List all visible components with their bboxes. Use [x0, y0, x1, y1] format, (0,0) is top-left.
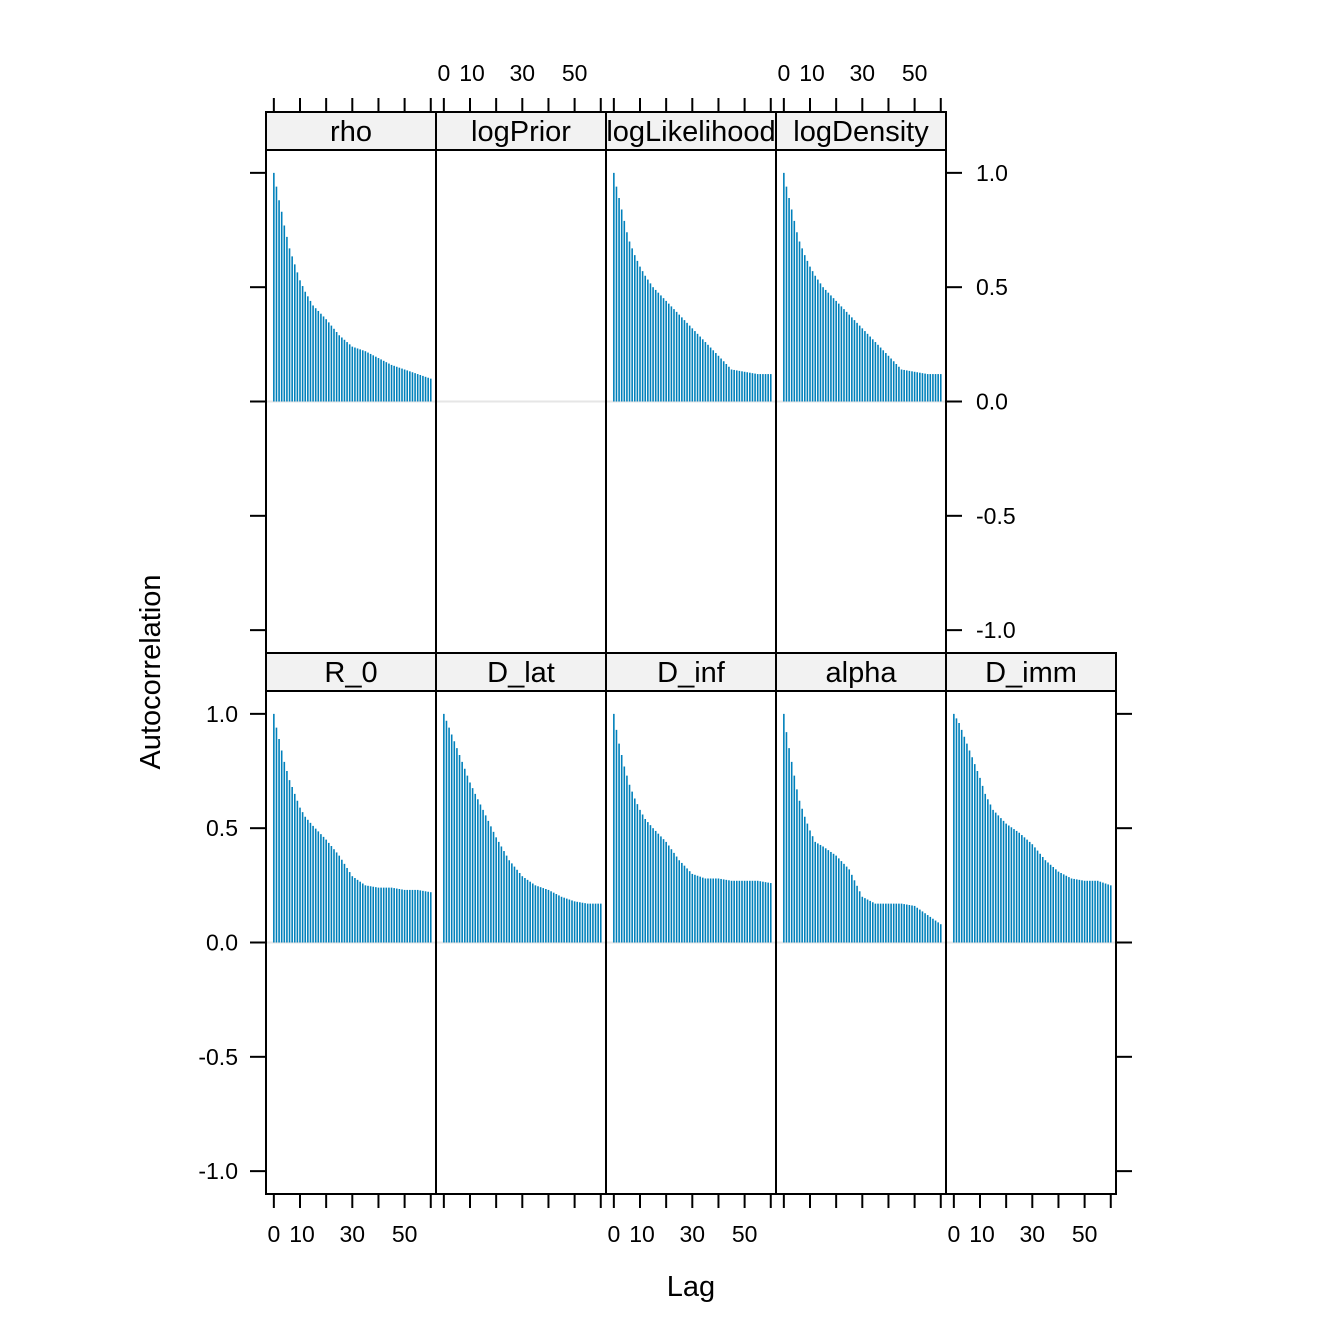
x-tick-label: 10	[629, 1221, 655, 1247]
axes-layer: 0 10 30 50 0 10 30 50 0 10 30 50 0 10 30 50 0 10 30 50 1.0 0.…	[198, 60, 1132, 1247]
x-tick-label: 0	[607, 1221, 620, 1247]
strip-label-D_inf: D_inf	[657, 657, 726, 689]
strip-label-logPrior: logPrior	[471, 116, 571, 148]
y-tick-label: 0.0	[976, 389, 1008, 415]
panel-rho: rho	[265, 111, 437, 654]
y-tick-label: -0.5	[198, 1044, 238, 1070]
x-axis-bottom-col-2: 0 10 30 50	[607, 1194, 772, 1247]
x-axis-bottom-col-0: 0 10 30 50	[267, 1194, 432, 1247]
bars-D_lat	[443, 713, 602, 943]
x-tick-label: 10	[799, 60, 825, 86]
bars-alpha	[783, 713, 942, 943]
y-axis-right-row-0	[1116, 712, 1132, 1173]
strip-D_imm	[946, 653, 1116, 691]
frame-logPrior	[435, 111, 607, 654]
x-tick-label: 50	[1072, 1221, 1098, 1247]
bars-R_0	[273, 713, 432, 943]
y-axis-title: Autocorrelation	[135, 574, 167, 769]
x-tick-label: 10	[969, 1221, 995, 1247]
x-tick-label: 30	[340, 1221, 366, 1247]
strip-logDensity	[776, 112, 946, 150]
y-tick-label: -0.5	[976, 503, 1016, 529]
x-tick-label: 10	[459, 60, 485, 86]
x-tick-label: 50	[392, 1221, 418, 1247]
strip-alpha	[776, 653, 946, 691]
panel-R_0: R_0	[265, 652, 437, 1195]
x-tick-label: 30	[850, 60, 876, 86]
x-tick-label: 0	[267, 1221, 280, 1247]
strip-label-D_imm: D_imm	[985, 657, 1077, 689]
panel-alpha: alpha	[775, 652, 947, 1195]
strip-rho	[266, 112, 436, 150]
x-axis-bottom-col-3	[782, 1194, 942, 1208]
y-tick-label: 1.0	[976, 160, 1008, 186]
panel-logLikelihood: logLikelihood	[605, 111, 777, 654]
strip-label-logLikelihood: logLikelihood	[606, 116, 775, 148]
y-axis-left-row-1	[250, 171, 266, 632]
x-tick-label: 0	[947, 1221, 960, 1247]
bars-D_imm	[953, 713, 1112, 943]
strip-label-rho: rho	[330, 116, 372, 148]
strip-label-D_lat: D_lat	[487, 657, 555, 689]
panel-D_inf: D_inf	[605, 652, 777, 1195]
y-tick-label: 0.0	[206, 930, 238, 956]
x-tick-label: 50	[732, 1221, 758, 1247]
x-axis-bottom-col-1	[442, 1194, 602, 1208]
panel-D_lat: D_lat	[435, 652, 607, 1195]
x-tick-label: 0	[777, 60, 790, 86]
panel-logDensity: logDensity	[775, 111, 947, 654]
x-tick-label: 30	[680, 1221, 706, 1247]
panels-layer: rho logPrior logLikelihood logDensity R_0 D_l…	[265, 111, 1117, 1195]
y-axis-right-row-1: 1.0 0.5 0.0 -0.5 -1.0	[946, 160, 1016, 643]
x-tick-label: 50	[562, 60, 588, 86]
strip-label-logDensity: logDensity	[793, 116, 929, 148]
bars-D_inf	[613, 713, 772, 943]
strip-logPrior	[436, 112, 606, 150]
x-axis-top-col-3: 0 10 30 50	[777, 60, 942, 112]
strip-R_0	[266, 653, 436, 691]
x-tick-label: 30	[510, 60, 536, 86]
y-tick-label: 1.0	[206, 701, 238, 727]
bars-logLikelihood	[613, 172, 772, 402]
x-tick-label: 10	[289, 1221, 315, 1247]
x-axis-top-col-2	[612, 98, 772, 112]
x-axis-bottom-col-4: 0 10 30 50	[947, 1194, 1112, 1247]
x-axis-top-col-0	[272, 98, 432, 112]
y-tick-label: 0.5	[976, 274, 1008, 300]
x-axis-title: Lag	[667, 1271, 715, 1303]
y-tick-label: -1.0	[198, 1158, 238, 1184]
bars-logDensity	[783, 172, 942, 402]
strip-D_lat	[436, 653, 606, 691]
strip-label-R_0: R_0	[324, 657, 377, 689]
strip-D_inf	[606, 653, 776, 691]
x-tick-label: 50	[902, 60, 928, 86]
y-axis-left-row-0: 1.0 0.5 0.0 -0.5 -1.0	[198, 701, 266, 1184]
panel-D_imm: D_imm	[945, 652, 1117, 1195]
x-tick-label: 0	[437, 60, 450, 86]
y-tick-label: -1.0	[976, 617, 1016, 643]
bars-rho	[273, 172, 432, 402]
x-axis-top-col-1: 0 10 30 50	[437, 60, 602, 112]
x-tick-label: 30	[1020, 1221, 1046, 1247]
strip-label-alpha: alpha	[826, 657, 898, 689]
panel-logPrior: logPrior	[435, 111, 607, 654]
strip-logLikelihood	[606, 112, 776, 150]
frame-D_imm	[945, 652, 1117, 1195]
y-tick-label: 0.5	[206, 815, 238, 841]
